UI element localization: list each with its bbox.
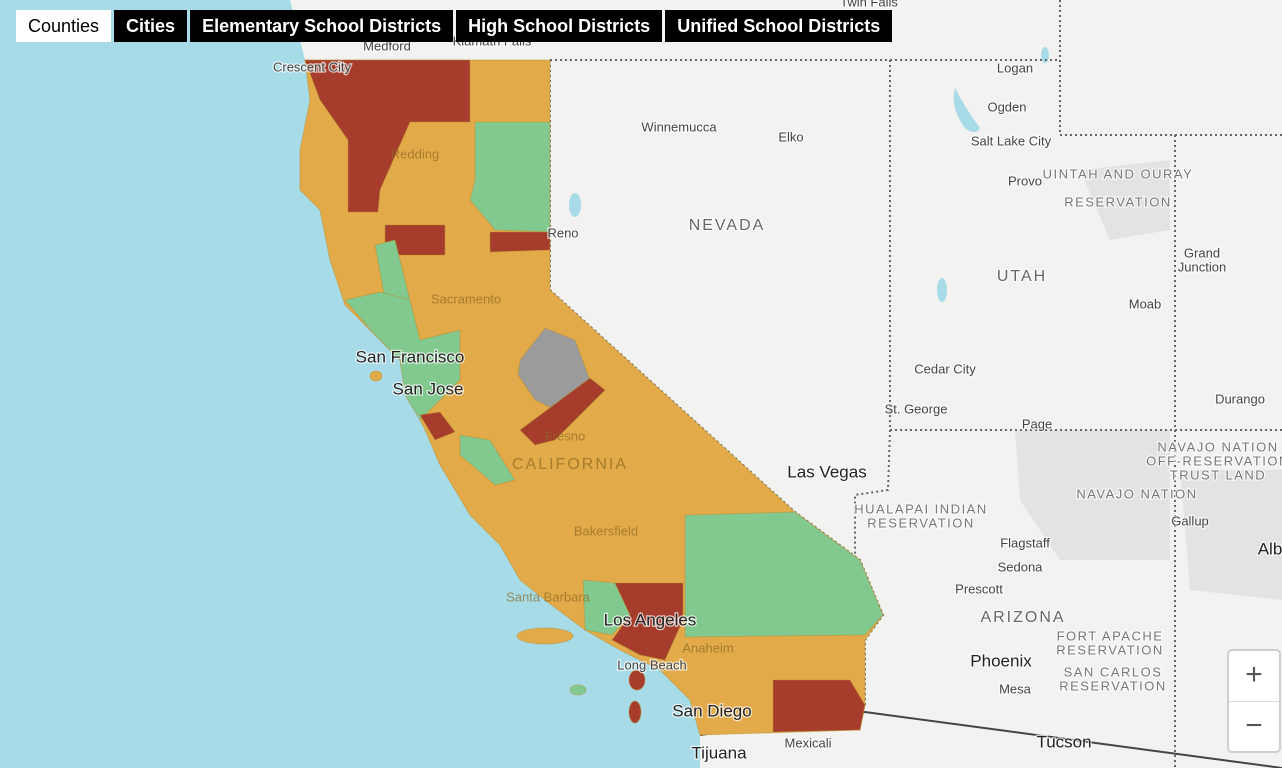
layer-tab[interactable]: Counties	[16, 10, 112, 42]
map-label: Grand	[1184, 245, 1220, 260]
layer-tab[interactable]: Cities	[114, 10, 188, 42]
map-label: Sacramento	[431, 291, 501, 306]
map-label: Alb	[1258, 539, 1282, 558]
map-label: Santa Barbara	[506, 589, 591, 604]
layer-tab[interactable]: Elementary School Districts	[190, 10, 454, 42]
map-label: TRUST LAND	[1170, 467, 1266, 482]
map-label: NAVAJO NATION	[1076, 486, 1197, 501]
map-label: Logan	[997, 60, 1033, 75]
map-label: St. George	[885, 401, 948, 416]
map-label: ARIZONA	[980, 609, 1065, 626]
map-label: Salt Lake City	[971, 133, 1052, 148]
map-label: Anaheim	[682, 640, 733, 655]
map-label: San Diego	[672, 701, 751, 720]
map-label: UTAH	[997, 268, 1047, 285]
map-label: Ogden	[987, 99, 1026, 114]
map-label: Tucson	[1036, 732, 1091, 751]
map-label: Junction	[1178, 259, 1226, 274]
map-labels: Twin FallsMedfordKlamath FallsCrescent C…	[272, 0, 1282, 764]
lakes	[569, 47, 1049, 302]
map-label: Mesa	[999, 681, 1032, 696]
map-label: RESERVATION	[867, 515, 975, 530]
map-label: FORT APACHE	[1057, 628, 1164, 643]
map-label: Prescott	[955, 581, 1003, 596]
map-label: CALIFORNIA	[512, 456, 628, 473]
map-label: NAVAJO NATION	[1157, 439, 1278, 454]
map-label: Redding	[391, 146, 439, 161]
map-label: Fresno	[545, 428, 585, 443]
map-label: Cedar City	[914, 361, 976, 376]
map-label: San Francisco	[356, 347, 465, 366]
zoom-control: + −	[1229, 651, 1279, 751]
map-label: Crescent City	[273, 59, 352, 74]
layer-tabs: Counties Cities Elementary School District…	[16, 10, 893, 42]
map-label: Long Beach	[617, 657, 686, 672]
map-label: Mexicali	[785, 735, 832, 750]
map-label: Tijuana	[691, 743, 747, 762]
map-label: OFF-RESERVATION	[1146, 453, 1282, 468]
terrain	[1015, 160, 1282, 600]
zoom-out-button[interactable]: −	[1229, 701, 1279, 752]
map-label: Winnemucca	[641, 119, 717, 134]
map-label: Twin Falls	[840, 0, 898, 9]
map-label: Moab	[1129, 296, 1162, 311]
layer-tab[interactable]: High School Districts	[456, 10, 663, 42]
map-label: Los Angeles	[604, 610, 697, 629]
map-label: San Jose	[393, 379, 464, 398]
map-label: Gallup	[1171, 513, 1209, 528]
map-label: Las Vegas	[787, 462, 866, 481]
layer-tab[interactable]: Unified School Districts	[665, 10, 893, 42]
map-label: Durango	[1215, 391, 1265, 406]
map-label: Bakersfield	[574, 523, 638, 538]
map-label: Flagstaff	[1000, 535, 1050, 550]
map-label: Provo	[1008, 173, 1042, 188]
map-label: Reno	[547, 225, 578, 240]
map-label: Page	[1022, 416, 1052, 431]
map-label: SAN CARLOS	[1064, 664, 1163, 679]
california-counties	[299, 59, 884, 736]
map-label: RESERVATION	[1059, 678, 1167, 693]
map-label: Elko	[778, 129, 803, 144]
map-label: NEVADA	[689, 217, 766, 234]
map-label: RESERVATION	[1064, 194, 1172, 209]
map-label: HUALAPAI INDIAN	[854, 501, 988, 516]
map-label: Phoenix	[970, 651, 1032, 670]
map-label: Sedona	[998, 559, 1044, 574]
map-label: RESERVATION	[1056, 642, 1164, 657]
zoom-in-button[interactable]: +	[1245, 658, 1263, 691]
map-label: UINTAH AND OURAY	[1043, 166, 1194, 181]
